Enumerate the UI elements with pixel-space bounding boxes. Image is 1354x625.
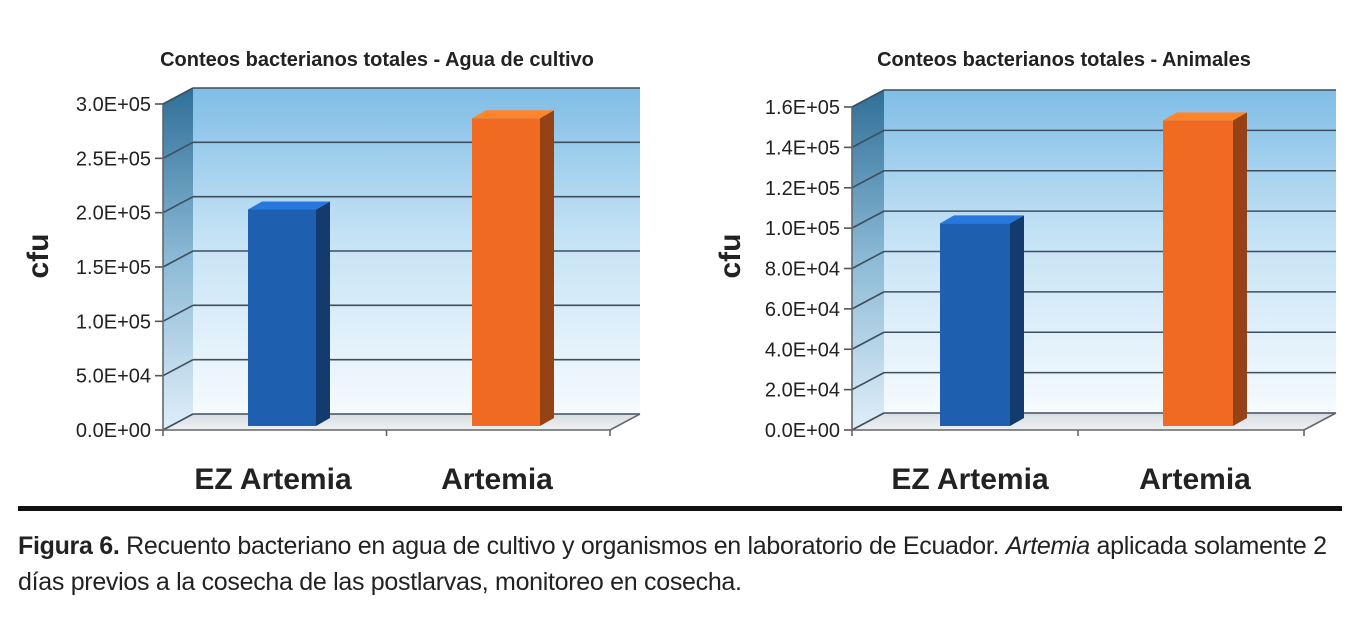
bar-artemia [1163, 120, 1233, 426]
x-category-label: EZ Artemia [891, 463, 1049, 496]
x-axis-depth [609, 413, 641, 431]
bar-ez-artemia [940, 223, 1010, 426]
chart-title: Conteos bacterianos totales - Animales [877, 49, 1251, 71]
y-tick-label: 0.0E+00 [765, 420, 840, 442]
gridline-side [851, 170, 885, 189]
y-tick-label: 6.0E+04 [765, 299, 840, 321]
x-category-label: EZ Artemia [194, 463, 352, 496]
bar-top [1163, 112, 1247, 121]
bar-top [248, 201, 330, 210]
gridline-side [162, 141, 194, 160]
chart-animales: 0.0E+00 2.0E+04 4.0E+04 6.0E+04 8.0E+04 1.0E+… [714, 49, 1337, 496]
caption-text-before: Recuento bacteriano en agua de cultivo y… [119, 532, 1006, 560]
bar-side [1010, 215, 1024, 426]
y-tick-label: 2.5E+05 [76, 148, 151, 170]
y-tick-label: 2.0E+05 [76, 203, 151, 225]
bar-top [940, 215, 1024, 224]
bar-side [1233, 112, 1247, 426]
bar-side [316, 201, 330, 426]
gridline-side [162, 87, 194, 105]
y-tick-label: 1.6E+05 [765, 97, 840, 119]
x-category-label: Artemia [441, 463, 553, 496]
y-tick-label: 5.0E+04 [76, 366, 151, 388]
bar-top [472, 110, 554, 119]
y-tick-label: 8.0E+04 [765, 259, 840, 281]
y-tick-label: 4.0E+04 [765, 339, 840, 361]
gridline-side [851, 210, 885, 229]
gridline-side [162, 195, 194, 214]
y-tick-label: 1.5E+05 [76, 257, 151, 279]
figure-caption: Figura 6. Recuento bacteriano en agua de… [18, 528, 1348, 600]
gridline-side [851, 129, 885, 149]
y-tick-label: 0.0E+00 [76, 420, 151, 442]
y-tick-label: 1.4E+05 [765, 137, 840, 159]
gridline-side [851, 331, 885, 350]
bar-side [540, 110, 554, 426]
caption-italic: Artemia [1005, 532, 1090, 560]
chart-title: Conteos bacterianos totales - Agua de cu… [160, 49, 594, 71]
bar-artemia [472, 118, 540, 426]
gridline-side [851, 412, 885, 431]
y-tick-label: 1.0E+05 [765, 218, 840, 240]
gridline-side [162, 413, 194, 431]
y-axis-label: cfu [22, 234, 55, 279]
y-tick-label: 3.0E+05 [76, 94, 151, 116]
y-tick-label: 1.2E+05 [765, 178, 840, 200]
x-axis-depth [1303, 412, 1337, 431]
caption-text-after: aplicada solamente 2 días previos a la c… [18, 532, 1327, 596]
gridline-side [851, 371, 885, 391]
bar-ez-artemia [248, 209, 316, 426]
gridline-side [162, 250, 194, 268]
caption-divider [18, 506, 1342, 511]
chart-agua-de-cultivo: 0.0E+00 5.0E+04 1.0E+05 1.5E+05 2.0E+05 2.5E+… [22, 49, 641, 496]
gridline-side [851, 250, 885, 270]
gridline-side [851, 89, 885, 108]
x-category-label: Artemia [1139, 463, 1251, 496]
gridline-side [162, 304, 194, 323]
y-tick-label: 2.0E+04 [765, 380, 840, 402]
caption-label: Figura 6. [18, 532, 120, 560]
gridline-side [162, 358, 194, 377]
y-axis-label: cfu [714, 234, 747, 279]
plot-floor [163, 414, 640, 430]
gridline-side [851, 291, 885, 310]
y-tick-label: 1.0E+05 [76, 311, 151, 333]
plot-floor [852, 413, 1336, 430]
